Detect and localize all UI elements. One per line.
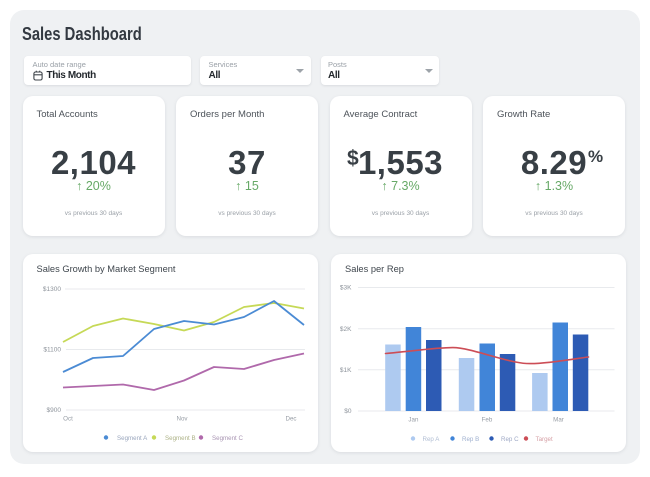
svg-text:Rep B: Rep B [462, 436, 479, 443]
svg-text:$900: $900 [46, 407, 61, 414]
svg-text:$2K: $2K [340, 326, 352, 333]
svg-text:Nov: Nov [176, 415, 188, 422]
svg-text:Target: Target [536, 436, 553, 443]
svg-text:Oct: Oct [63, 415, 73, 422]
svg-text:Rep C: Rep C [501, 436, 519, 443]
svg-text:Dec: Dec [285, 415, 296, 422]
svg-text:Mar: Mar [553, 416, 564, 423]
svg-text:$0: $0 [344, 408, 352, 415]
svg-text:Rep A: Rep A [423, 436, 441, 443]
svg-text:Segment C: Segment C [212, 435, 243, 442]
svg-text:Segment A: Segment A [117, 435, 148, 442]
svg-text:$1300: $1300 [42, 286, 60, 293]
svg-text:$1K: $1K [340, 367, 352, 374]
svg-text:$3K: $3K [340, 285, 352, 292]
svg-text:Feb: Feb [482, 416, 493, 423]
svg-text:Jan: Jan [408, 416, 419, 423]
svg-text:$1100: $1100 [43, 347, 61, 354]
svg-text:Segment B: Segment B [165, 435, 196, 442]
